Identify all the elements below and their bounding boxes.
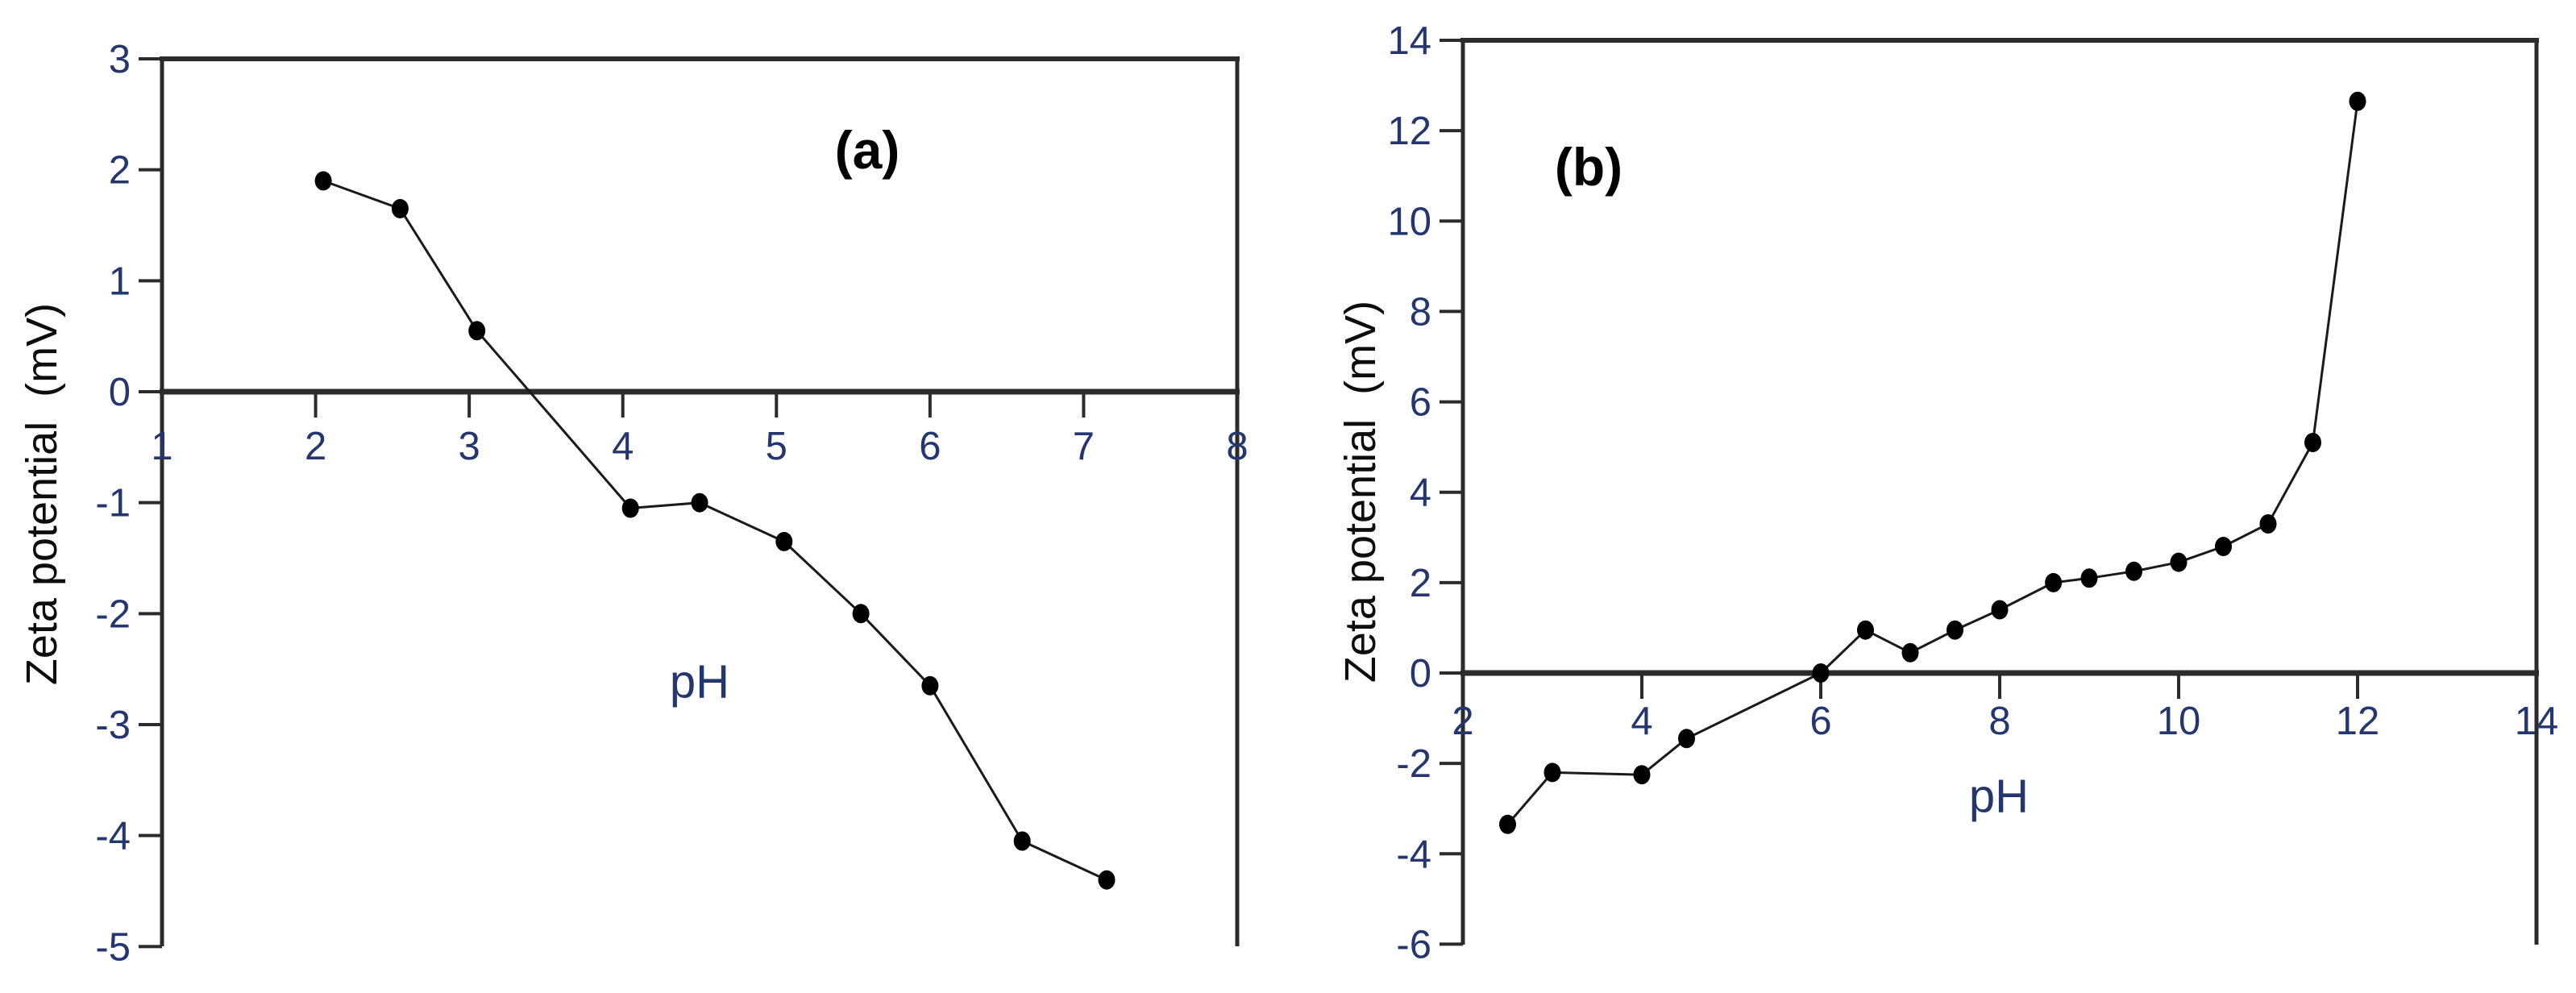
chart-b-data-marker: [2080, 568, 2098, 588]
chart-b-x-tick-label: 12: [2336, 700, 2380, 743]
chart-b-y-tick-label: 4: [1410, 472, 1431, 515]
chart-b-data-marker: [1544, 762, 1561, 783]
chart-a-data-marker: [391, 198, 409, 218]
chart-b-x-tick-label: 6: [1809, 700, 1831, 743]
chart-a-x-tick-label: 6: [919, 425, 941, 468]
chart-a-y-tick-label: 3: [109, 38, 131, 81]
chart-b-data-marker: [2259, 514, 2277, 534]
chart-b-data-marker: [1857, 620, 1874, 640]
chart-b-y-tick-label: 10: [1387, 200, 1431, 243]
chart-a-data-marker: [1013, 831, 1031, 851]
chart-b-y-tick-label: -2: [1396, 742, 1431, 786]
chart-a-x-tick-label: 8: [1226, 425, 1248, 468]
chart-a-x-tick-label: 5: [766, 425, 787, 468]
chart-b-y-axis-title: Zeta potential (mV): [1336, 300, 1385, 683]
chart-b-data-marker: [2304, 433, 2321, 452]
chart-b-x-tick-label: 4: [1631, 700, 1652, 743]
chart-b-y-tick-label: 12: [1387, 110, 1431, 153]
chart-b-panel-label: (b): [1554, 137, 1623, 197]
chart-b-y-tick-label: 0: [1410, 652, 1431, 696]
chart-a-y-tick-label: 0: [109, 371, 131, 414]
chart-a-data-marker: [314, 171, 332, 191]
chart-b-y-tick-label: -6: [1396, 923, 1431, 966]
chart-a-y-tick-label: 2: [109, 149, 131, 193]
chart-b-x-tick-label: 2: [1452, 700, 1473, 743]
chart-a-data-marker: [1098, 870, 1116, 890]
chart-b-y-tick-label: 14: [1387, 19, 1431, 63]
chart-b-data-marker: [1633, 765, 1651, 785]
chart-b-data-marker: [2045, 572, 2063, 592]
chart-a-x-tick-label: 1: [151, 425, 172, 468]
chart-a-y-tick-label: -2: [95, 592, 131, 636]
chart-b-data-marker: [1947, 620, 1963, 640]
chart-b-x-tick-label: 8: [1988, 700, 2010, 743]
chart-b-data-marker: [1499, 814, 1516, 834]
chart-a-y-tick-label: -5: [95, 925, 131, 969]
chart-b-y-tick-label: -4: [1396, 833, 1431, 876]
chart-b-data-marker: [1901, 642, 1919, 663]
chart-a-data-marker: [691, 492, 708, 513]
chart-a-x-tick-label: 3: [459, 425, 480, 468]
chart-a-panel-label: (a): [834, 120, 900, 180]
chart-b-x-axis-title: pH: [1968, 770, 2030, 823]
chart-a-y-tick-label: -3: [95, 704, 131, 747]
chart-b-data-marker: [2125, 561, 2142, 581]
chart-b-y-tick-label: 2: [1410, 562, 1431, 605]
chart-a-y-tick-label: 1: [109, 260, 131, 303]
chart-a-series-line: [322, 179, 1107, 882]
chart-a-x-axis-title: pH: [669, 655, 730, 708]
chart-a-y-tick-label: -1: [95, 482, 131, 526]
chart-b-data-marker: [1812, 663, 1830, 683]
chart-a-data-marker: [775, 531, 793, 551]
chart-a-x-tick-label: 7: [1073, 425, 1095, 468]
chart-b-data-marker: [2170, 552, 2188, 572]
chart-a-x-tick-label: 4: [612, 425, 634, 468]
chart-a-data-marker: [921, 675, 939, 696]
chart-a-data-marker: [621, 498, 639, 518]
chart-b-y-tick-label: 6: [1410, 381, 1431, 425]
chart-a-y-tick-label: -4: [95, 815, 131, 858]
chart-b-data-marker: [2349, 91, 2366, 111]
chart-a-data-marker: [468, 321, 486, 341]
chart-b-x-tick-label: 10: [2157, 700, 2201, 743]
chart-a-y-axis-title: Zeta potential (mV): [18, 302, 66, 686]
chart-a-data-marker: [852, 604, 870, 624]
chart-a-x-tick-label: 2: [305, 425, 326, 468]
chart-b-y-tick-label: 8: [1410, 290, 1431, 334]
chart-b-x-tick-label: 14: [2515, 700, 2559, 743]
chart-b-data-marker: [1991, 600, 2009, 620]
chart-b-data-marker: [1678, 729, 1695, 749]
chart-b-data-marker: [2215, 537, 2232, 556]
